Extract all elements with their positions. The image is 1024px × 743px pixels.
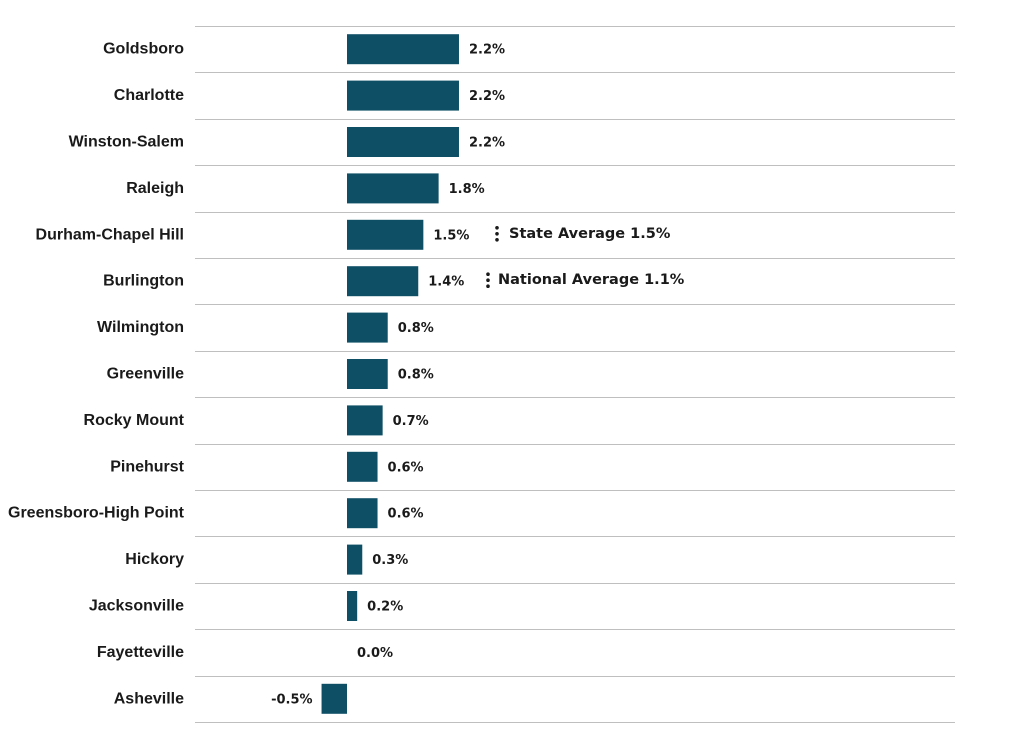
- value-label: 0.8%: [398, 368, 434, 383]
- value-label: 1.4%: [428, 275, 464, 290]
- bar: [347, 219, 424, 250]
- value-label: 0.6%: [388, 460, 424, 475]
- category-label: Charlotte: [114, 87, 184, 104]
- bar: [347, 359, 388, 389]
- reference-marker-dot: [495, 232, 499, 236]
- value-label: 0.0%: [357, 646, 393, 661]
- category-label: Greensboro-High Point: [8, 505, 185, 522]
- category-label: Wilmington: [97, 319, 184, 336]
- category-label: Jacksonville: [89, 598, 184, 615]
- reference-label: State Average 1.5%: [509, 226, 671, 242]
- bar: [347, 312, 388, 343]
- reference-marker-dot: [486, 284, 490, 289]
- value-label: 0.2%: [367, 600, 403, 615]
- category-label: Pinehurst: [110, 458, 184, 475]
- bar: [347, 266, 419, 297]
- value-label: 0.7%: [393, 414, 429, 429]
- category-label: Greenville: [107, 366, 184, 383]
- category-label: Winston-Salem: [69, 134, 184, 151]
- value-label: 2.2%: [469, 43, 505, 58]
- reference-marker-dot: [486, 278, 490, 283]
- value-label: 0.6%: [388, 507, 424, 522]
- category-label: Rocky Mount: [84, 412, 185, 429]
- value-label: -0.5%: [271, 692, 312, 707]
- category-label: Hickory: [125, 551, 184, 568]
- bar: [347, 127, 459, 157]
- category-label: Asheville: [114, 690, 184, 707]
- bar: [347, 498, 378, 529]
- value-label: 0.8%: [398, 321, 434, 336]
- bar: [347, 591, 358, 621]
- category-label: Fayetteville: [97, 644, 184, 661]
- value-label: 2.2%: [469, 89, 505, 104]
- bar: [347, 405, 383, 436]
- reference-marker-dot: [495, 226, 499, 230]
- reference-marker-dot: [495, 238, 499, 242]
- value-label: 0.3%: [372, 553, 408, 568]
- category-label: Goldsboro: [103, 41, 184, 58]
- reference-marker-dot: [486, 272, 490, 277]
- bar: [347, 80, 459, 111]
- category-label: Raleigh: [126, 180, 184, 197]
- bar: [347, 451, 378, 482]
- bar: [321, 683, 347, 714]
- bar: [347, 173, 439, 204]
- value-label: 1.8%: [449, 182, 485, 197]
- bar: [347, 544, 363, 575]
- category-label: Durham-Chapel Hill: [36, 226, 184, 243]
- value-label: 1.5%: [433, 228, 469, 243]
- category-label: Burlington: [103, 273, 184, 290]
- value-label: 2.2%: [469, 136, 505, 151]
- reference-label: National Average 1.1%: [498, 272, 685, 288]
- bar: [347, 34, 459, 65]
